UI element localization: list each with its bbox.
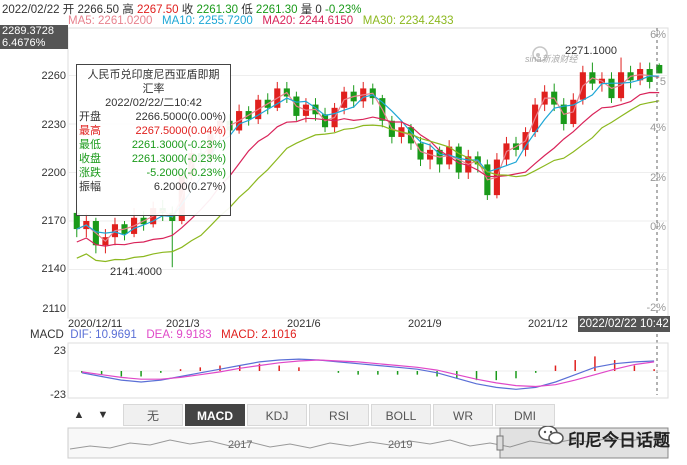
- open-value: 2266.50: [77, 4, 120, 16]
- tab-dmi[interactable]: DMI: [495, 404, 555, 426]
- ma5-legend: MA5: 2261.0200: [68, 15, 153, 27]
- high-annotation: 2271.1000: [565, 45, 617, 57]
- y-tick: 2200: [41, 167, 66, 179]
- ma30-legend: MA30: 2234.2433: [362, 15, 454, 27]
- y-max-badge: 2289.3728 6.4676%: [0, 25, 68, 49]
- dif-legend: DIF: 10.9691: [70, 329, 137, 341]
- tooltip-row-low: 最低 2261.3000(-0.23%): [79, 139, 226, 151]
- candle-tooltip: 人民币兑印度尼西亚盾即期 汇率 2022/02/22/二10:42 开盘 2266…: [76, 64, 231, 216]
- y-tick: 2110: [42, 303, 66, 315]
- x-tick: 2020/12/11: [68, 318, 123, 330]
- low-value: 2261.30: [255, 4, 298, 16]
- x-tick: 2021/9: [408, 318, 442, 330]
- low-annotation: 2141.4000: [110, 266, 162, 278]
- tab-boll[interactable]: BOLL: [371, 404, 431, 426]
- navigator-year: 2019: [388, 439, 413, 451]
- quote-date: 2022/02/22: [2, 4, 60, 16]
- x-tick: 2021/12: [528, 318, 568, 330]
- tooltip-title: 人民币兑印度尼西亚盾即期 汇率 2022/02/22/二10:42: [77, 68, 230, 110]
- y-tick: 2260: [41, 70, 66, 82]
- pct-tick: 0%: [650, 221, 666, 233]
- tooltip-row-close: 收盘 2261.3000(-0.23%): [79, 153, 226, 165]
- x-tick: 2021/6: [287, 318, 321, 330]
- macd-value-legend: MACD: 2.1016: [221, 329, 297, 341]
- macd-y-bottom: -23: [50, 389, 66, 401]
- ma20-legend: MA20: 2244.6150: [262, 15, 354, 27]
- macd-plot: [68, 356, 668, 390]
- tab-wr[interactable]: WR: [433, 404, 493, 426]
- y-max-percent: 6.4676%: [2, 37, 46, 49]
- close-value: 2261.30: [196, 4, 239, 16]
- ma-legend: MA5: 2261.0200 MA10: 2255.7200 MA20: 224…: [68, 15, 454, 27]
- tab-rsi[interactable]: RSI: [309, 404, 369, 426]
- ma10-legend: MA10: 2255.7200: [162, 15, 253, 27]
- navigator-selection[interactable]: [499, 427, 669, 459]
- sina-logo-text: sina新浪财经: [525, 54, 578, 64]
- pct-tick: 5: [659, 76, 666, 88]
- tooltip-row-amplitude: 振幅 6.2000(0.27%): [79, 181, 226, 193]
- scroll-down-button[interactable]: ▼: [97, 409, 109, 421]
- pct-tick: -2%: [646, 302, 666, 314]
- change-percent: -0.23%: [325, 4, 362, 16]
- pct-tick: 4%: [650, 122, 666, 134]
- high-value: 2267.50: [136, 4, 179, 16]
- pct-tick: 2%: [650, 172, 666, 184]
- macd-legend: MACD DIF: 10.9691 DEA: 9.9183 MACD: 2.10…: [30, 329, 297, 341]
- macd-title: MACD: [30, 329, 64, 341]
- cursor-date-badge: 2022/02/22 10:42: [578, 316, 670, 332]
- close-label: 收: [181, 4, 194, 16]
- ma30-line: [76, 100, 660, 263]
- scroll-up-button[interactable]: ▲: [73, 409, 85, 421]
- dea-legend: DEA: 9.9183: [146, 329, 212, 341]
- volume-value: 0: [315, 4, 322, 16]
- navigator-sparkline: [69, 436, 667, 450]
- tab-macd[interactable]: MACD: [185, 404, 245, 426]
- watermark-channel-text: 印尼今日话题: [568, 431, 670, 450]
- navigator-frame[interactable]: [67, 427, 669, 459]
- tooltip-title-line1: 人民币兑印度尼西亚盾即期: [87, 69, 220, 81]
- open-label: 开: [62, 4, 75, 16]
- tooltip-row-high: 最高 2267.5000(0.04%): [79, 125, 226, 137]
- tooltip-row-change: 涨跌 -5.2000(-0.23%): [79, 167, 226, 179]
- high-label: 高: [122, 4, 134, 16]
- y-tick: 2230: [41, 119, 66, 131]
- tooltip-datetime: 2022/02/22/二10:42: [105, 97, 202, 109]
- dea-line: [81, 359, 655, 388]
- tooltip-row-open: 开盘 2266.5000(0.00%): [79, 111, 226, 123]
- y-max-value: 2289.3728: [2, 25, 54, 37]
- x-tick: 2021/3: [166, 318, 200, 330]
- candle-body: [656, 64, 663, 74]
- ma20-line: [76, 91, 660, 247]
- wechat-icon: [538, 425, 564, 445]
- navigator-left-handle[interactable]: [496, 435, 504, 451]
- quote-summary: 2022/02/22 开 2266.50 高 2267.50 收 2261.30…: [2, 1, 361, 17]
- sina-logo: [532, 46, 548, 62]
- tab-none[interactable]: 无: [123, 404, 183, 426]
- y-tick: 2140: [41, 263, 66, 275]
- volume-label: 量: [300, 4, 313, 16]
- tooltip-title-line2: 汇率: [142, 83, 165, 95]
- pct-tick: 6%: [650, 29, 666, 41]
- tab-kdj[interactable]: KDJ: [247, 404, 307, 426]
- macd-y-top: 23: [53, 345, 66, 357]
- y-tick: 2170: [41, 215, 66, 227]
- navigator-year: 2017: [228, 439, 253, 451]
- candle-body: [73, 212, 80, 230]
- dif-line: [81, 358, 655, 390]
- low-label: 低: [241, 4, 253, 16]
